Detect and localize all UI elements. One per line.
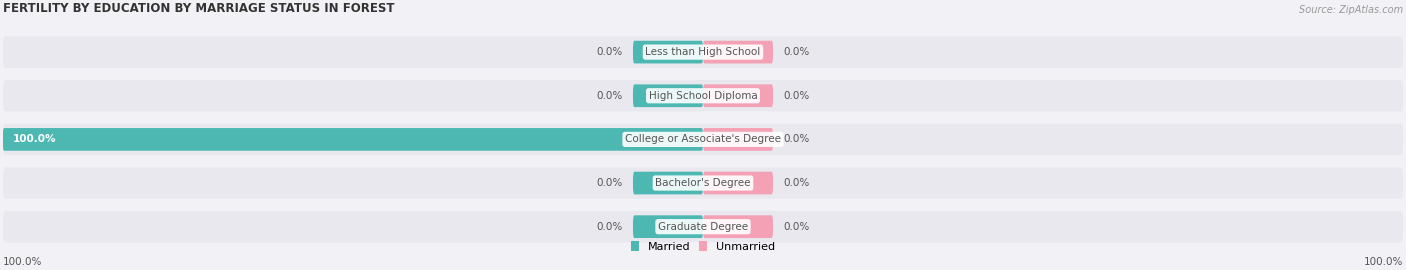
Text: 0.0%: 0.0% bbox=[783, 47, 810, 57]
FancyBboxPatch shape bbox=[703, 128, 773, 151]
Text: Source: ZipAtlas.com: Source: ZipAtlas.com bbox=[1299, 5, 1403, 15]
FancyBboxPatch shape bbox=[703, 41, 773, 63]
FancyBboxPatch shape bbox=[3, 211, 1403, 242]
FancyBboxPatch shape bbox=[3, 36, 1403, 68]
FancyBboxPatch shape bbox=[3, 167, 1403, 199]
FancyBboxPatch shape bbox=[633, 215, 703, 238]
FancyBboxPatch shape bbox=[633, 85, 703, 107]
Text: 100.0%: 100.0% bbox=[1364, 257, 1403, 267]
Text: College or Associate's Degree: College or Associate's Degree bbox=[626, 134, 780, 144]
Text: 0.0%: 0.0% bbox=[783, 134, 810, 144]
Text: High School Diploma: High School Diploma bbox=[648, 91, 758, 101]
Text: 0.0%: 0.0% bbox=[596, 178, 623, 188]
Text: 100.0%: 100.0% bbox=[13, 134, 56, 144]
Text: 0.0%: 0.0% bbox=[783, 178, 810, 188]
Text: 0.0%: 0.0% bbox=[596, 47, 623, 57]
Text: Graduate Degree: Graduate Degree bbox=[658, 222, 748, 232]
FancyBboxPatch shape bbox=[703, 172, 773, 194]
FancyBboxPatch shape bbox=[3, 124, 1403, 155]
FancyBboxPatch shape bbox=[703, 85, 773, 107]
FancyBboxPatch shape bbox=[3, 128, 703, 151]
FancyBboxPatch shape bbox=[633, 172, 703, 194]
Text: Bachelor's Degree: Bachelor's Degree bbox=[655, 178, 751, 188]
Text: 0.0%: 0.0% bbox=[783, 222, 810, 232]
Text: 0.0%: 0.0% bbox=[596, 222, 623, 232]
FancyBboxPatch shape bbox=[633, 41, 703, 63]
Text: 0.0%: 0.0% bbox=[783, 91, 810, 101]
Text: 100.0%: 100.0% bbox=[3, 257, 42, 267]
FancyBboxPatch shape bbox=[3, 80, 1403, 112]
Text: FERTILITY BY EDUCATION BY MARRIAGE STATUS IN FOREST: FERTILITY BY EDUCATION BY MARRIAGE STATU… bbox=[3, 2, 394, 15]
Text: Less than High School: Less than High School bbox=[645, 47, 761, 57]
FancyBboxPatch shape bbox=[703, 215, 773, 238]
Text: 0.0%: 0.0% bbox=[596, 91, 623, 101]
Legend: Married, Unmarried: Married, Unmarried bbox=[627, 237, 779, 256]
